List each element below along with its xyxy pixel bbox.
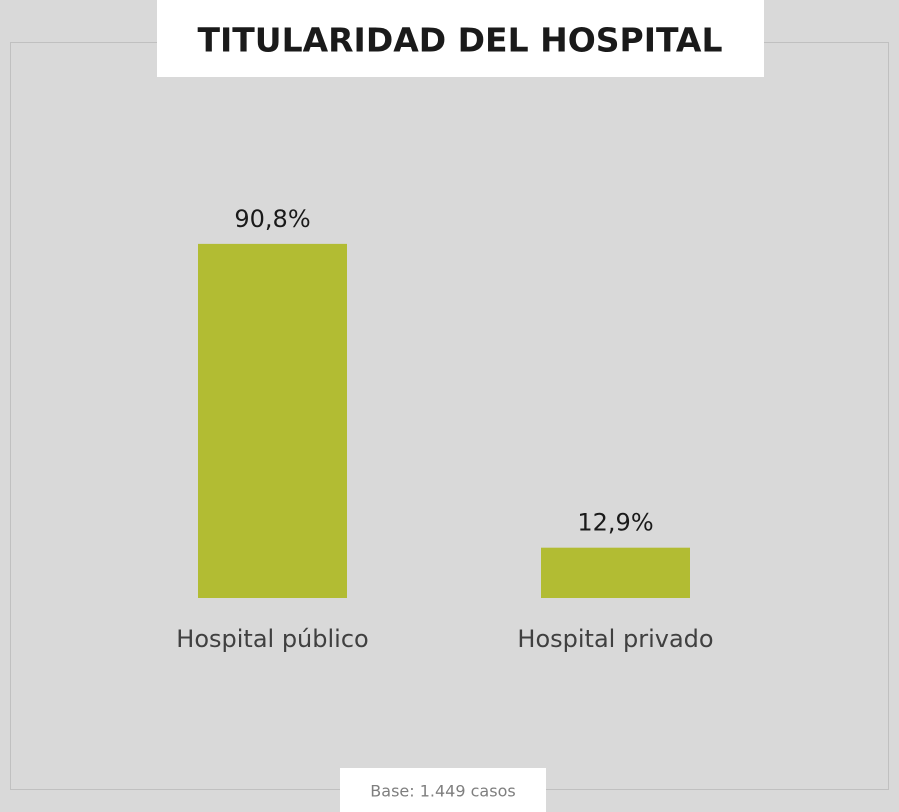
note-box <box>340 768 546 812</box>
chart-title: TITULARIDAD DEL HOSPITAL <box>197 21 722 60</box>
bar <box>541 547 690 598</box>
bar <box>198 243 347 598</box>
title-box <box>157 0 764 77</box>
note: Base: 1.449 casos <box>370 782 515 801</box>
category-label: Hospital público <box>176 625 368 653</box>
value-label: 90,8% <box>234 205 310 233</box>
category-label: Hospital privado <box>517 625 713 653</box>
value-label: 12,9% <box>577 509 653 537</box>
